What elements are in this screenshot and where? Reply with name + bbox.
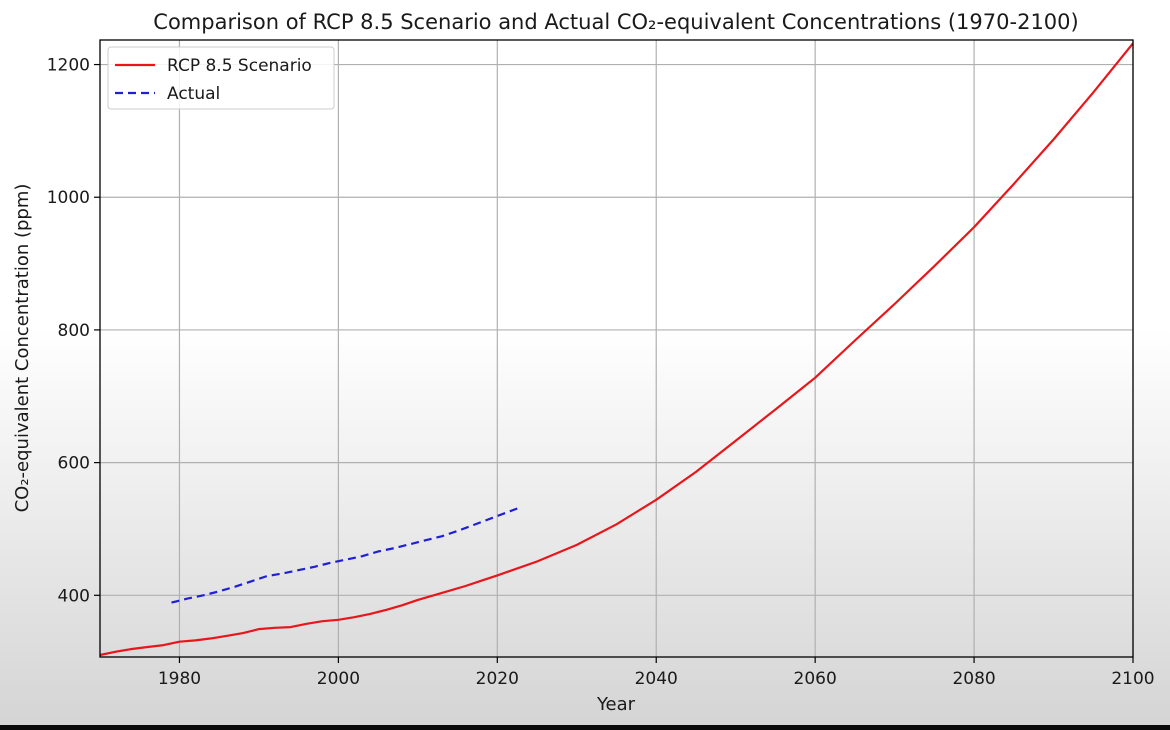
x-axis-label: Year — [596, 694, 636, 715]
series-line-actual — [171, 506, 522, 604]
x-tick-label: 2100 — [1111, 669, 1154, 689]
window-bottom-edge — [0, 725, 1170, 730]
legend: RCP 8.5 Scenario Actual — [107, 46, 335, 110]
x-tick-label: 2080 — [952, 669, 995, 689]
y-axis-label: CO₂-equivalent Concentration (ppm) — [12, 184, 33, 513]
legend-label-actual: Actual — [167, 84, 220, 104]
y-tick-label: 1000 — [47, 188, 90, 208]
grid-lines — [100, 40, 1134, 657]
y-tick-label: 600 — [58, 454, 90, 474]
x-tick-label: 2000 — [317, 669, 360, 689]
y-tick-label: 800 — [58, 321, 90, 341]
x-tick-label: 1980 — [158, 669, 201, 689]
x-tick-label: 2020 — [476, 669, 519, 689]
y-tick-label: 400 — [58, 586, 90, 606]
series-line-rcp85 — [99, 42, 1134, 657]
axis-ticks: 1980 2000 2020 2040 2060 2080 2100 400 600 800 100… — [47, 56, 1155, 689]
x-tick-label: 2040 — [635, 669, 678, 689]
legend-label-rcp85: RCP 8.5 Scenario — [167, 56, 312, 76]
series-lines — [99, 42, 1134, 657]
x-tick-label: 2060 — [794, 669, 837, 689]
plot-frame — [99, 39, 1134, 658]
chart-title: Comparison of RCP 8.5 Scenario and Actua… — [153, 10, 1078, 34]
legend-box — [107, 46, 335, 110]
y-tick-label: 1200 — [47, 56, 90, 76]
